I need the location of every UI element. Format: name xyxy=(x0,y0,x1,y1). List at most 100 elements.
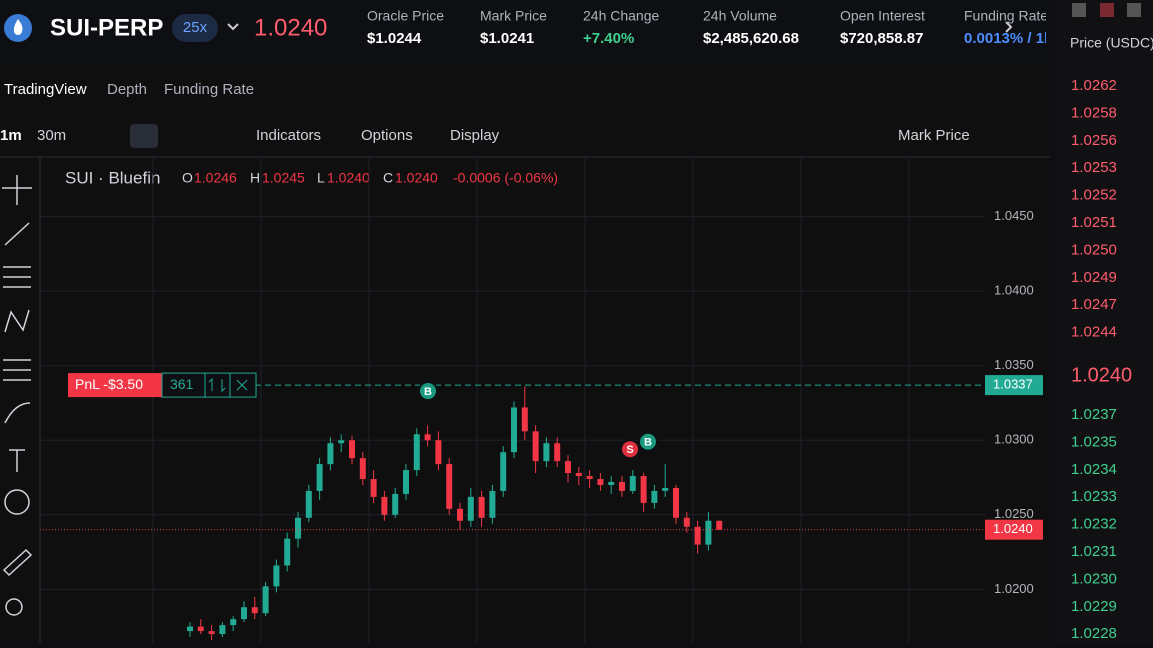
symbol: SUI-PERP xyxy=(50,14,163,41)
scroll-right[interactable] xyxy=(1005,21,1013,33)
layout-icon[interactable] xyxy=(1100,3,1114,17)
candle-body xyxy=(370,479,377,497)
candle-body xyxy=(532,431,539,462)
y-tick-label: 1.0400 xyxy=(994,283,1034,298)
bid-price: 1.0233 xyxy=(1071,488,1117,505)
candle-body xyxy=(424,434,431,441)
orderbook-title: Price (USDC) xyxy=(1070,35,1153,51)
legend-change: -0.0006 (-0.06%) xyxy=(453,170,558,186)
candle-body xyxy=(673,487,679,518)
legend-c: 1.0240 xyxy=(395,170,438,186)
reverse-button[interactable] xyxy=(204,373,248,398)
stat-value: +7.40% xyxy=(583,30,634,47)
candle-body xyxy=(284,538,291,566)
line-tool[interactable] xyxy=(4,222,30,246)
fib-tool[interactable] xyxy=(3,266,31,288)
leverage-pill[interactable] xyxy=(172,14,218,42)
candle-body xyxy=(197,626,204,632)
dropdown-icon[interactable] xyxy=(227,23,239,31)
trade-marker xyxy=(418,381,438,402)
pattern-tool[interactable] xyxy=(4,309,30,333)
trade-marker-label: S xyxy=(626,444,633,456)
chart-type-button[interactable] xyxy=(130,124,158,148)
ask-price: 1.0247 xyxy=(1071,296,1117,313)
zoom-tool[interactable] xyxy=(5,598,23,616)
trade-marker xyxy=(638,431,658,452)
text-tool[interactable] xyxy=(9,449,25,472)
ask-price: 1.0262 xyxy=(1071,77,1117,94)
candle-body xyxy=(230,619,237,626)
candle-body xyxy=(457,508,463,521)
candle-body xyxy=(640,476,647,503)
pnl-box xyxy=(68,373,162,398)
stat-label: Mark Price xyxy=(480,8,547,24)
candle-body xyxy=(683,517,690,527)
candle-body xyxy=(478,496,485,518)
stat-value: $2,485,620.68 xyxy=(703,30,799,47)
candle-body xyxy=(575,473,582,477)
candle-body xyxy=(619,481,625,491)
legend-o: 1.0246 xyxy=(194,170,237,186)
candle-body xyxy=(716,520,723,530)
candle-body xyxy=(273,565,280,587)
ask-price: 1.0250 xyxy=(1071,241,1117,258)
trade-marker xyxy=(620,439,640,460)
brush-tool[interactable] xyxy=(4,402,31,424)
bid-price: 1.0228 xyxy=(1071,625,1117,642)
candle-body xyxy=(662,487,669,491)
candle-body xyxy=(219,625,226,635)
candle-body xyxy=(500,452,507,491)
toolbar-button[interactable]: Display xyxy=(450,127,500,144)
stat-label: 24h Volume xyxy=(703,8,777,24)
candle-body xyxy=(327,443,334,465)
legend-l: 1.0240 xyxy=(327,170,370,186)
candle-body xyxy=(359,458,366,480)
candle-body xyxy=(305,490,312,518)
trade-marker-label: B xyxy=(644,437,652,449)
orderbook-panel xyxy=(1055,0,1153,643)
candle-body xyxy=(651,490,658,503)
candle-body xyxy=(187,626,193,632)
candle-body xyxy=(251,607,258,614)
ask-price: 1.0244 xyxy=(1071,324,1117,341)
candle-body xyxy=(597,479,604,485)
price-box xyxy=(985,375,1043,396)
tab[interactable]: Funding Rate xyxy=(164,81,254,98)
candle-body xyxy=(241,607,247,620)
ask-price: 1.0256 xyxy=(1071,132,1117,149)
emoji-tool[interactable] xyxy=(4,489,30,515)
toolbar-button[interactable]: Options xyxy=(361,127,413,144)
stat-label: 24h Change xyxy=(583,8,660,24)
candle-body xyxy=(511,407,517,453)
leverage[interactable]: 25x xyxy=(183,19,208,36)
tab[interactable]: Depth xyxy=(107,81,147,98)
crosshair-tool[interactable] xyxy=(2,175,32,205)
candle-body xyxy=(629,476,636,491)
candle-body xyxy=(338,440,345,444)
layout-icon[interactable] xyxy=(1072,3,1086,17)
price-type[interactable]: Mark Price xyxy=(898,127,970,144)
ask-price: 1.0249 xyxy=(1071,269,1117,286)
interval[interactable]: 30m xyxy=(37,127,66,144)
legend-h: 1.0245 xyxy=(262,170,305,186)
candle-body xyxy=(413,434,420,471)
y-tick-label: 1.0200 xyxy=(994,581,1034,596)
candle-body xyxy=(295,517,301,539)
layout-icon[interactable] xyxy=(1127,3,1141,17)
ruler-tool[interactable] xyxy=(2,548,33,577)
interval[interactable]: 1m xyxy=(0,127,22,144)
stat-value: $1.0241 xyxy=(480,30,534,47)
mid-price: 1.0240 xyxy=(1071,364,1132,386)
toolbar-button[interactable]: Indicators xyxy=(256,127,321,144)
trade-marker-label: B xyxy=(424,386,432,398)
pnl-label: PnL -$3.50 xyxy=(75,376,143,392)
forecast-tool[interactable] xyxy=(3,359,31,381)
ask-price: 1.0253 xyxy=(1071,159,1117,176)
candle-body xyxy=(381,496,388,515)
tab[interactable]: TradingView xyxy=(4,81,87,98)
stat-label: Oracle Price xyxy=(367,8,444,24)
stat-value: $1.0244 xyxy=(367,30,422,47)
legend-symbol: SUI · Bluefin xyxy=(65,168,160,187)
